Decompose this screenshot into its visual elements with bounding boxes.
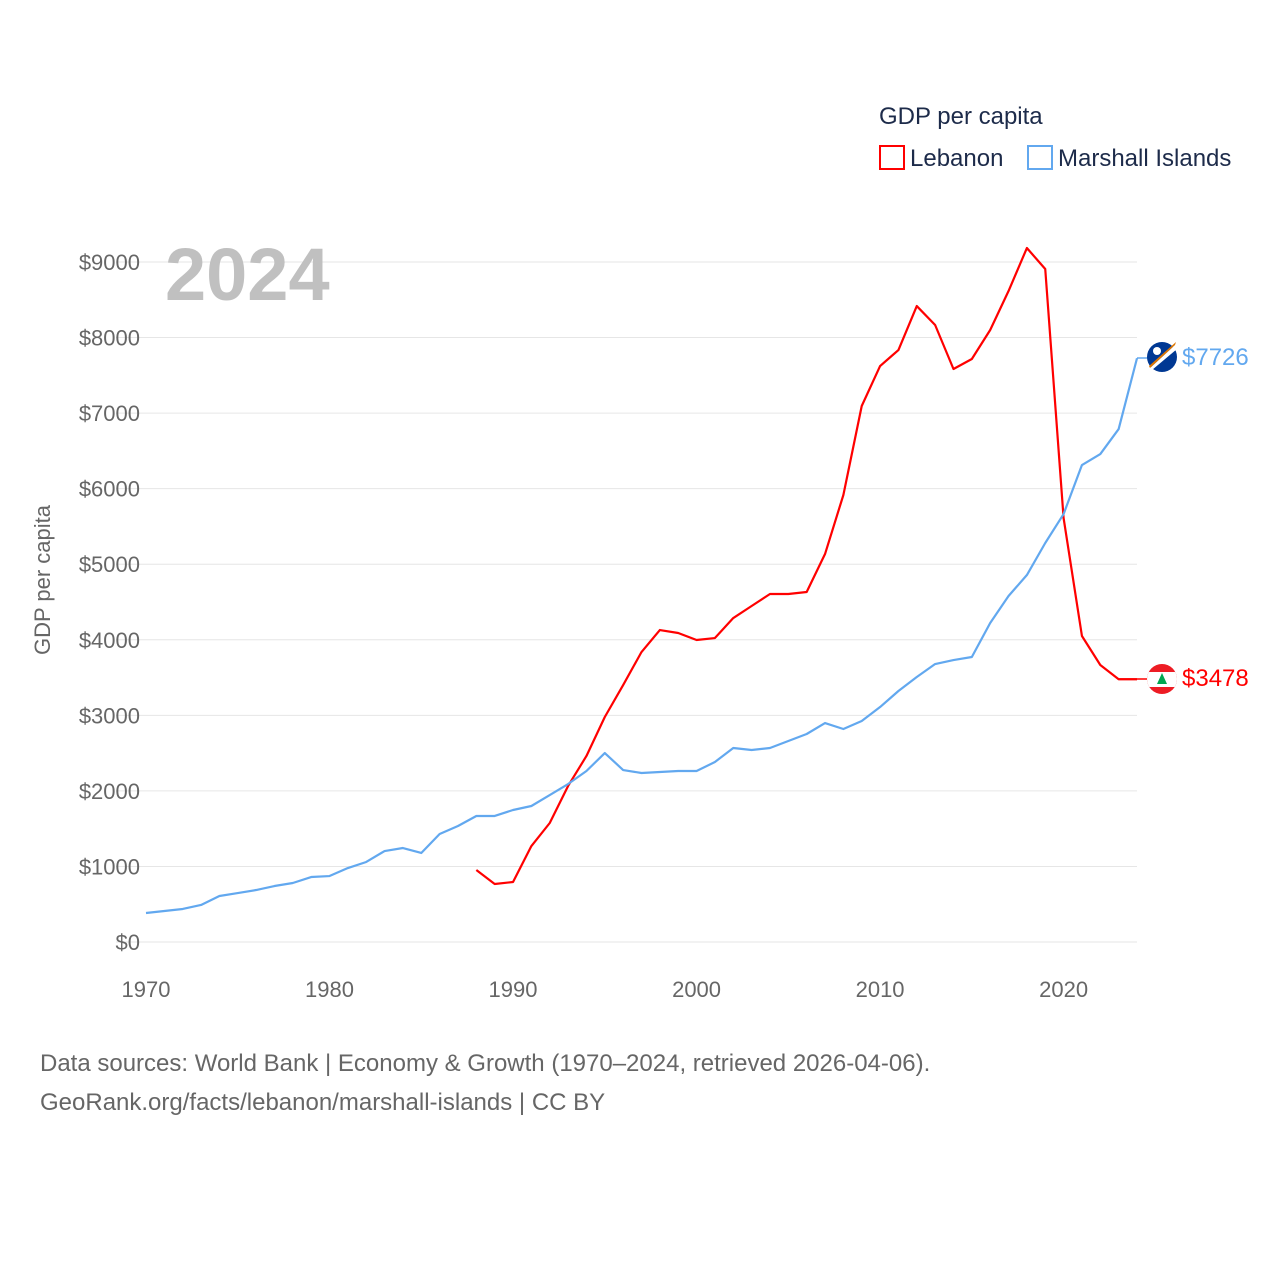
legend: GDP per capita Lebanon Marshall Islands <box>879 103 1231 172</box>
y-axis-ticks: $0 $1000 $2000 $3000 $4000 $5000 $6000 $7000 $80… <box>79 250 140 955</box>
end-label-lebanon: $3478 <box>1182 665 1249 692</box>
grid-lines <box>116 261 1137 943</box>
x-axis-ticks: 1970 1980 1990 2000 2010 2020 <box>122 977 1089 1002</box>
legend-label-marshall-islands: Marshall Islands <box>1058 145 1231 172</box>
legend-swatch-lebanon <box>879 145 905 170</box>
legend-label-lebanon: Lebanon <box>910 145 1003 172</box>
series-lines <box>145 246 1139 915</box>
y-tick-label: $0 <box>116 930 140 955</box>
marshall-islands-flag-icon <box>1147 342 1177 372</box>
y-tick-label: $3000 <box>79 703 140 728</box>
end-label-marshall-islands: $7726 <box>1182 344 1249 371</box>
x-tick-label: 2020 <box>1039 977 1088 1002</box>
y-tick-label: $6000 <box>79 477 140 502</box>
y-tick-label: $8000 <box>79 326 140 351</box>
x-tick-label: 2000 <box>672 977 721 1002</box>
y-tick-label: $5000 <box>79 552 140 577</box>
y-axis-label: GDP per capita <box>30 504 55 655</box>
legend-title: GDP per capita <box>879 103 1043 130</box>
y-tick-label: $4000 <box>79 628 140 653</box>
attribution-link[interactable]: GeoRank.org/facts/lebanon/marshall-islan… <box>40 1089 606 1116</box>
x-tick-label: 1970 <box>122 977 171 1002</box>
y-tick-label: $7000 <box>79 401 140 426</box>
x-tick-label: 1990 <box>489 977 538 1002</box>
source-text: Data sources: World Bank | Economy & Gro… <box>40 1050 931 1077</box>
y-tick-label: $9000 <box>79 250 140 275</box>
y-tick-label: $1000 <box>79 854 140 879</box>
series-line-lebanon <box>475 246 1137 886</box>
data-source-footer: Data sources: World Bank | Economy & Gro… <box>40 1044 930 1122</box>
y-tick-label: $2000 <box>79 779 140 804</box>
year-label: 2024 <box>165 233 330 316</box>
legend-swatch-marshall-islands <box>1027 145 1053 170</box>
x-tick-label: 1980 <box>305 977 354 1002</box>
lebanon-flag-icon <box>1147 664 1177 694</box>
end-labels: $7726 $3478 <box>1118 342 1249 694</box>
x-tick-label: 2010 <box>856 977 905 1002</box>
series-line-marshall-islands <box>145 357 1139 915</box>
